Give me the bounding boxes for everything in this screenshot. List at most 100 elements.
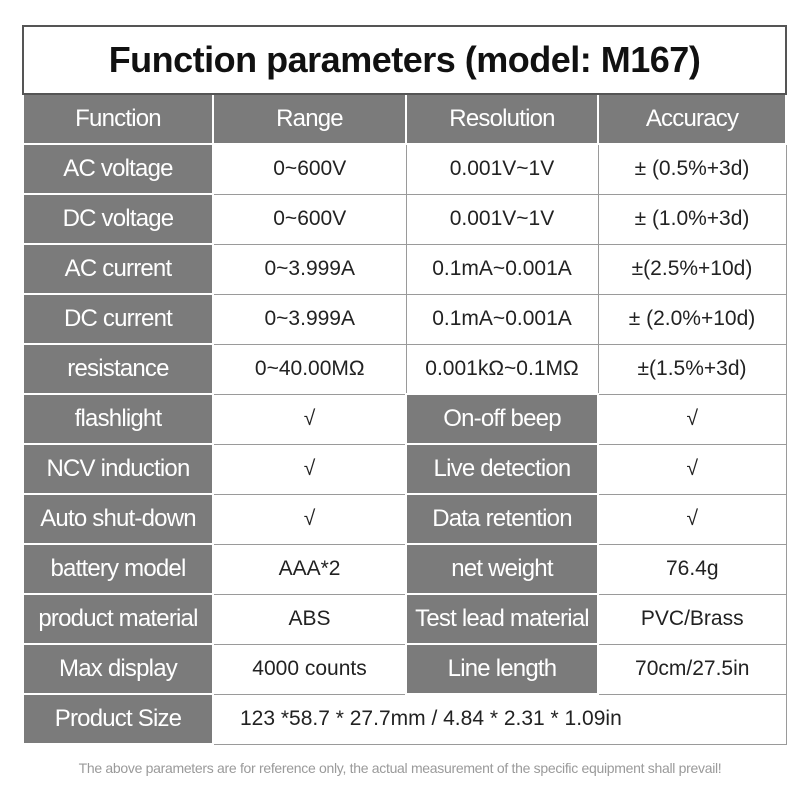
- cell-text: ±(2.5%+10d): [631, 257, 753, 280]
- table-row: flashlight √ On-off beep √: [22, 393, 787, 445]
- label-cell: Resolution: [405, 93, 599, 145]
- cell-text: 0.001kΩ~0.1MΩ: [425, 356, 579, 380]
- label-cell: Line length: [405, 643, 599, 695]
- value-cell: 0.001V~1V: [405, 143, 599, 195]
- value-cell: ± (1.0%+3d): [597, 193, 787, 245]
- cell-text: √: [686, 407, 699, 430]
- cell-text: ± (1.0%+3d): [634, 207, 750, 230]
- cell-text: resistance: [67, 355, 169, 382]
- cell-text: 0.001V~1V: [449, 207, 555, 230]
- header-row: Function Range Resolution Accuracy: [22, 93, 787, 145]
- value-cell: 76.4g: [597, 543, 787, 595]
- label-cell: Product Size: [22, 693, 214, 745]
- cell-text: DC voltage: [62, 205, 175, 232]
- cell-text: flashlight: [74, 405, 163, 432]
- cell-text: 0~600V: [273, 157, 347, 181]
- value-cell: √: [597, 493, 787, 545]
- value-cell: ± (2.0%+10d): [597, 293, 787, 345]
- cell-text: ABS: [288, 607, 331, 630]
- cell-text: AAA*2: [278, 557, 341, 580]
- cell-text: Data retention: [432, 505, 572, 532]
- value-cell: 0.1mA~0.001A: [405, 243, 599, 295]
- cell-text: Live detection: [433, 455, 572, 482]
- label-cell: NCV induction: [22, 443, 214, 495]
- cell-text: 0~3.999A: [264, 257, 355, 280]
- label-cell: Live detection: [405, 443, 599, 495]
- value-cell: 4000 counts: [212, 643, 407, 695]
- cell-text: √: [303, 407, 316, 430]
- value-cell: 0~600V: [212, 193, 407, 245]
- table-row: resistance 0~40.00MΩ 0.001kΩ~0.1MΩ ±(1.5%+3…: [22, 343, 787, 395]
- cell-text: Product Size: [54, 705, 182, 732]
- cell-text: √: [303, 457, 316, 480]
- cell-text: ± (2.0%+10d): [628, 307, 756, 330]
- cell-text: On-off beep: [443, 405, 561, 432]
- cell-text: 4000 counts: [252, 657, 367, 680]
- value-cell: 0.001kΩ~0.1MΩ: [405, 343, 599, 395]
- value-cell: 0.001V~1V: [405, 193, 599, 245]
- cell-text: NCV induction: [46, 455, 190, 482]
- cell-text: DC current: [63, 305, 173, 332]
- label-cell: Range: [212, 93, 407, 145]
- value-cell: ABS: [212, 593, 407, 645]
- value-cell: √: [597, 393, 787, 445]
- cell-text: product material: [38, 605, 198, 632]
- table-row: NCV induction √ Live detection √: [22, 443, 787, 495]
- table-row: Auto shut-down √ Data retention √: [22, 493, 787, 545]
- title-row: Function parameters (model: M167): [22, 25, 787, 95]
- table-row: AC current 0~3.999A 0.1mA~0.001A ±(2.5%+10d…: [22, 243, 787, 295]
- cell-text: PVC/Brass: [640, 607, 744, 630]
- value-cell: PVC/Brass: [597, 593, 787, 645]
- label-cell: net weight: [405, 543, 599, 595]
- table-row: Max display 4000 counts Line length 70cm/27…: [22, 643, 787, 695]
- label-cell: resistance: [22, 343, 214, 395]
- cell-text: AC voltage: [63, 155, 173, 182]
- cell-text: √: [686, 457, 699, 480]
- cell-text: Auto shut-down: [40, 505, 196, 532]
- cell-text: Max display: [59, 655, 178, 682]
- label-cell: product material: [22, 593, 214, 645]
- cell-text: √: [686, 507, 699, 530]
- value-cell: 70cm/27.5in: [597, 643, 787, 695]
- label-cell: Data retention: [405, 493, 599, 545]
- cell-text: 0.1mA~0.001A: [432, 257, 572, 280]
- label-cell: On-off beep: [405, 393, 599, 445]
- cell-text: 0~40.00MΩ: [254, 357, 365, 380]
- cell-text: net weight: [451, 555, 553, 582]
- table-row: AC voltage 0~600V 0.001V~1V ± (0.5%+3d): [22, 143, 787, 195]
- cell-text: ± (0.5%+3d): [634, 157, 750, 181]
- spec-table: Function parameters (model: M167) Functi…: [22, 25, 787, 745]
- label-cell: Test lead material: [405, 593, 599, 645]
- cell-text: 123 *58.7 * 27.7mm / 4.84 * 2.31 * 1.09i…: [240, 707, 622, 731]
- label-cell: DC voltage: [22, 193, 214, 245]
- value-cell: √: [212, 393, 407, 445]
- cell-text: ±(1.5%+3d): [637, 357, 747, 380]
- cell-text: Range: [276, 105, 344, 132]
- table-row: DC voltage 0~600V 0.001V~1V ± (1.0%+3d): [22, 193, 787, 245]
- label-cell: Accuracy: [597, 93, 787, 145]
- footer-note: The above parameters are for reference o…: [78, 760, 722, 776]
- cell-text: Test lead material: [415, 605, 589, 632]
- cell-text: 76.4g: [665, 557, 719, 580]
- value-cell: ± (0.5%+3d): [597, 143, 787, 195]
- cell-text: AC current: [64, 255, 173, 282]
- cell-text: Accuracy: [645, 105, 739, 132]
- table-row: DC current 0~3.999A 0.1mA~0.001A ± (2.0%+10…: [22, 293, 787, 345]
- cell-text: Line length: [447, 655, 557, 682]
- value-cell: √: [212, 443, 407, 495]
- cell-text: √: [303, 507, 316, 530]
- value-cell: ±(1.5%+3d): [597, 343, 787, 395]
- title: Function parameters (model: M167): [22, 25, 787, 95]
- value-cell: 0~3.999A: [212, 243, 407, 295]
- cell-text: 0~3.999A: [264, 307, 355, 330]
- label-cell: battery model: [22, 543, 214, 595]
- cell-text: Resolution: [449, 105, 555, 132]
- cell-text: 0.001V~1V: [449, 157, 555, 181]
- label-cell: AC current: [22, 243, 214, 295]
- table-row: Product Size 123 *58.7 * 27.7mm / 4.84 * …: [22, 693, 787, 745]
- value-cell: √: [597, 443, 787, 495]
- table-row: product material ABS Test lead material PVC…: [22, 593, 787, 645]
- value-cell: ±(2.5%+10d): [597, 243, 787, 295]
- cell-text: battery model: [50, 555, 186, 582]
